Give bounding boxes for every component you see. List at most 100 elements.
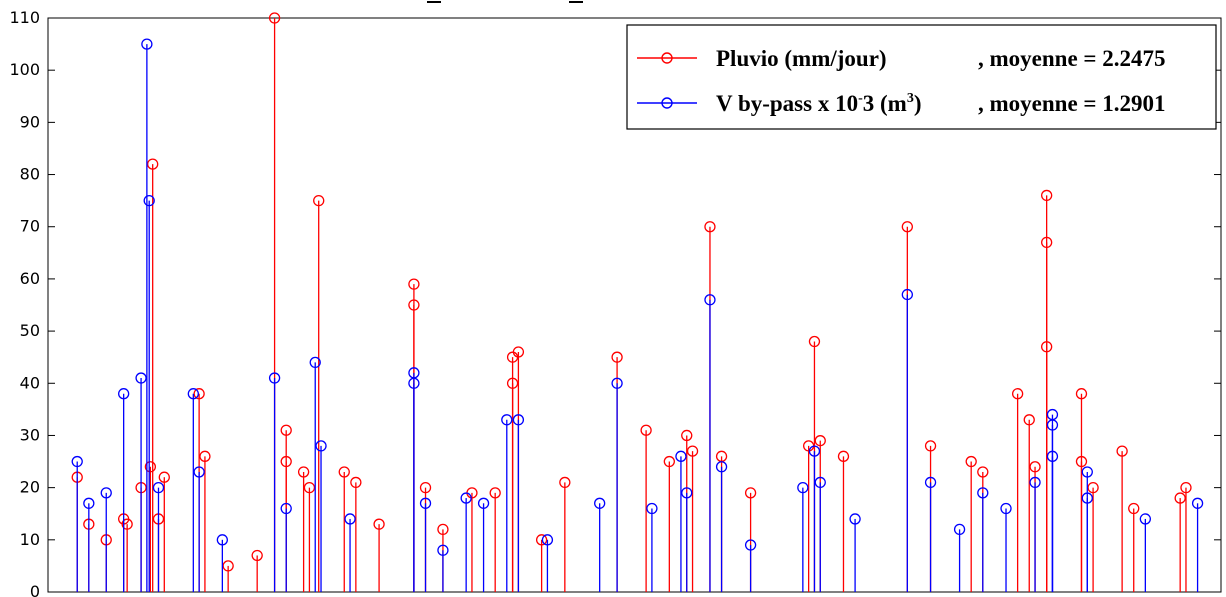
stem-marker <box>193 388 205 400</box>
stem-marker <box>315 440 327 452</box>
stem-marker <box>193 466 205 478</box>
stem-marker <box>1046 450 1059 462</box>
stem-marker <box>808 445 821 457</box>
legend-stat-pluvio: , moyenne = 2.2475 <box>978 46 1166 71</box>
stem-marker <box>152 481 165 494</box>
stem-marker <box>216 534 228 546</box>
y-axis: 0 10 20 30 40 50 60 70 80 90 100 110 <box>9 8 1221 597</box>
stem-marker <box>675 450 687 462</box>
legend-entry-pluvio: Pluvio (mm/jour) , moyenne = 2.2475 <box>637 46 1166 71</box>
legend-label-bypass: V by-pass x 10-3 (m3) <box>716 91 922 116</box>
stem-marker <box>686 445 699 457</box>
stem-marker <box>373 518 385 530</box>
stem-marker <box>1180 481 1192 494</box>
stems-layer <box>71 12 1204 592</box>
stem-marker <box>338 466 350 478</box>
stem-marker <box>313 194 325 207</box>
stem-marker <box>419 481 432 494</box>
stem-marker <box>808 335 821 348</box>
stem-marker <box>251 549 263 562</box>
stem-marker <box>640 424 652 436</box>
stem-marker <box>611 377 623 389</box>
y-tick-label: 40 <box>20 373 40 392</box>
stem-marker <box>1174 492 1186 504</box>
legend-stat-bypass: , moyenne = 1.2901 <box>978 91 1166 116</box>
y-tick-label: 90 <box>20 112 40 131</box>
legend-entry-bypass: V by-pass x 10-3 (m3) , moyenne = 1.2901 <box>637 91 1166 116</box>
stem-marker <box>408 299 420 311</box>
stem-marker <box>744 539 757 551</box>
stem-marker <box>187 388 199 400</box>
stem-marker <box>611 351 623 363</box>
stem-marker <box>1041 236 1053 249</box>
stem-marker <box>268 372 281 384</box>
stem-marker <box>437 523 449 536</box>
stem-marker <box>663 455 675 468</box>
stem-marker <box>594 497 606 509</box>
y-tick-label: 20 <box>20 478 40 497</box>
stem-marker <box>309 356 321 369</box>
stem-marker <box>512 414 525 426</box>
stem-marker <box>222 560 234 572</box>
stem-marker <box>965 455 977 468</box>
stem-marker <box>280 455 292 468</box>
stem-marker <box>953 523 966 536</box>
y-tick-label: 0 <box>30 582 40 597</box>
stem-marker <box>141 38 153 50</box>
stem-marker <box>1087 481 1099 494</box>
legend: Pluvio (mm/jour) , moyenne = 2.2475 V by… <box>626 24 1217 130</box>
y-tick-label: 30 <box>20 425 40 444</box>
stem-marker <box>512 346 525 358</box>
legend-label-pluvio: Pluvio (mm/jour) <box>716 46 887 71</box>
stem-marker <box>477 497 490 509</box>
y-tick-label: 80 <box>20 165 40 184</box>
stem-marker <box>437 544 449 556</box>
stem-marker <box>681 429 693 442</box>
series-1 <box>71 38 1204 592</box>
stem-marker <box>1075 455 1088 468</box>
legend-marker-pluvio <box>661 52 673 64</box>
stem-marker <box>1000 502 1012 515</box>
stem-marker <box>1191 497 1204 509</box>
stem-marker <box>797 481 809 494</box>
stem-marker <box>408 377 420 389</box>
stem-marker <box>541 534 554 546</box>
y-tick-label: 100 <box>9 60 40 79</box>
stem-marker <box>1116 445 1128 457</box>
stem-marker <box>1075 388 1088 400</box>
stem-marker <box>1041 341 1053 353</box>
stem-marker <box>704 294 716 306</box>
stem-marker <box>1029 476 1041 489</box>
y-tick-label: 10 <box>20 530 40 549</box>
stem-marker <box>681 487 693 499</box>
stem-marker <box>303 481 316 494</box>
stem-marker <box>1011 388 1024 400</box>
y-tick-label: 60 <box>20 269 40 288</box>
stem-marker <box>977 466 989 478</box>
stem-marker <box>1081 492 1093 504</box>
stem-marker <box>489 487 501 499</box>
stem-marker <box>559 476 571 489</box>
legend-box <box>626 24 1217 130</box>
stem-marker <box>158 471 170 483</box>
stem-marker <box>297 466 310 478</box>
stem-marker <box>1139 513 1151 525</box>
stem-marker <box>350 476 362 489</box>
stem-marker <box>83 497 95 509</box>
stem-marker <box>460 492 472 504</box>
stem-marker <box>924 476 937 489</box>
stem-marker <box>506 377 519 389</box>
stem-marker <box>744 487 757 499</box>
y-tick-label: 50 <box>20 321 40 340</box>
stem-marker <box>408 278 420 290</box>
stem-marker <box>901 288 913 301</box>
legend-marker-bypass <box>661 97 673 109</box>
stem-marker <box>100 487 112 499</box>
stem-marker <box>837 450 850 462</box>
y-tick-label: 70 <box>20 217 40 236</box>
stem-marker <box>535 534 548 546</box>
stem-marker <box>715 461 728 473</box>
stem-marker <box>121 518 133 530</box>
stem-marker <box>1081 466 1093 478</box>
